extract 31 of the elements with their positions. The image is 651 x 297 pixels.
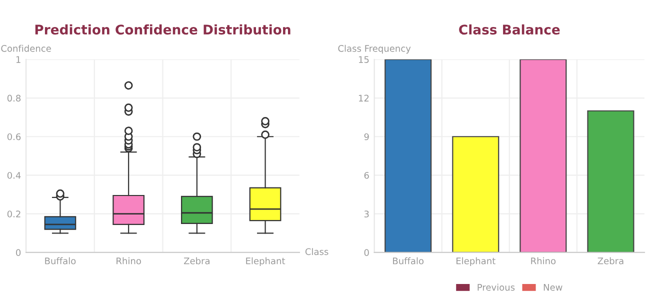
chart-title: Prediction Confidence Distribution [35,24,290,35]
y-tick-label: 0.2 [7,210,20,218]
x-tick-label: Elephant [246,257,286,266]
y-axis-title: Class Frequency [338,44,411,54]
bar [587,110,634,252]
x-tick-label: Rhino [531,257,556,264]
bar [384,59,432,252]
x-tick-label: Buffalo [393,257,424,264]
y-tick-label: 0.4 [7,172,21,179]
y-tick-label: 0.6 [7,133,21,140]
bar [452,136,500,252]
bar [520,59,567,252]
y-tick-label: 12 [358,94,369,102]
x-tick-label: Elephant [456,257,496,266]
y-tick-label: 0 [16,249,21,256]
x-axis-title: Class [305,248,328,256]
y-tick-label: 6 [364,172,369,179]
legend-label: Previous [478,284,515,291]
y-tick-label: 0.8 [7,94,21,102]
y-tick-label: 3 [364,210,369,218]
chart-title: Class Balance [459,24,560,35]
y-tick-label: 15 [358,56,369,63]
y-axis-title: Confidence [1,44,51,52]
legend-label: New [544,284,562,291]
x-tick-label: Rhino [116,257,141,264]
y-tick-label: 0 [364,249,369,256]
x-tick-label: Zebra [598,257,624,264]
x-tick-label: Zebra [184,257,210,264]
y-tick-label: 1 [16,56,20,63]
x-tick-label: Buffalo [45,257,76,264]
y-tick-label: 9 [364,133,369,140]
